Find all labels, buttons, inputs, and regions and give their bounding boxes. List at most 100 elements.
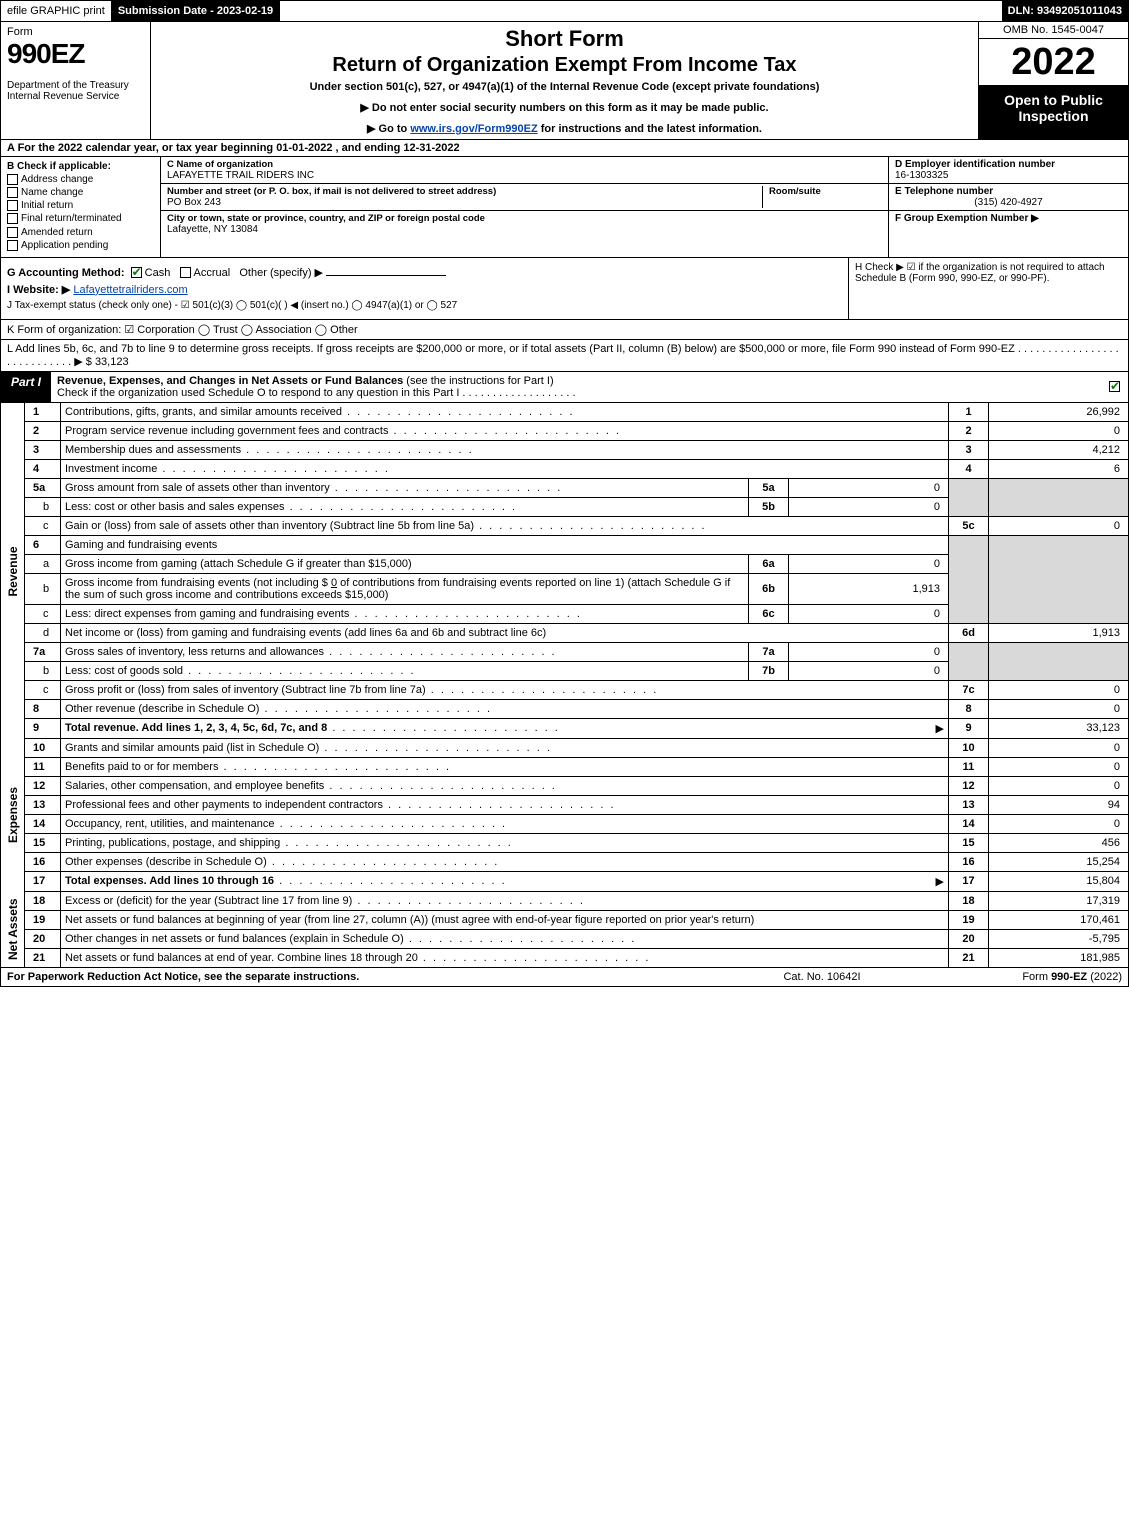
line-8: 8Other revenue (describe in Schedule O) …: [1, 699, 1129, 718]
ein-label: D Employer identification number: [895, 159, 1122, 170]
line-9-desc: Total revenue. Add lines 1, 2, 3, 4, 5c,…: [65, 722, 327, 734]
line-13: 13Professional fees and other payments t…: [1, 795, 1129, 814]
block-b-to-f: B Check if applicable: Address change Na…: [0, 157, 1129, 258]
org-name: LAFAYETTE TRAIL RIDERS INC: [167, 170, 882, 181]
line-7a-desc: Gross sales of inventory, less returns a…: [65, 646, 744, 658]
street: PO Box 243: [167, 197, 762, 208]
line-16-val: 15,254: [989, 852, 1129, 871]
chk-accrual[interactable]: [180, 267, 191, 278]
line-6-desc: Gaming and fundraising events: [61, 535, 949, 554]
chk-initial-return[interactable]: Initial return: [7, 200, 154, 211]
org-name-row: C Name of organization LAFAYETTE TRAIL R…: [161, 157, 888, 184]
line-7b-inval: 0: [789, 661, 949, 680]
part-i-sub: (see the instructions for Part I): [403, 375, 553, 387]
line-19-val: 170,461: [989, 910, 1129, 929]
line-1-val: 26,992: [989, 403, 1129, 422]
chk-address-change-label: Address change: [21, 174, 93, 185]
line-7b-desc: Less: cost of goods sold: [65, 665, 744, 677]
chk-application-pending-label: Application pending: [21, 240, 108, 251]
line-12-desc: Salaries, other compensation, and employ…: [65, 780, 944, 792]
tel-label: E Telephone number: [895, 186, 1122, 197]
row-h: H Check ▶ ☑ if the organization is not r…: [848, 258, 1128, 319]
city-row: City or town, state or province, country…: [161, 211, 888, 237]
org-name-label: C Name of organization: [167, 159, 882, 170]
room-label: Room/suite: [769, 186, 882, 197]
line-6b-inval: 1,913: [789, 573, 949, 604]
side-net-assets: Net Assets: [1, 891, 25, 967]
efile-label: efile GRAPHIC print: [1, 1, 112, 21]
line-21: 21Net assets or fund balances at end of …: [1, 948, 1129, 967]
col-c: C Name of organization LAFAYETTE TRAIL R…: [161, 157, 888, 257]
chk-final-return[interactable]: Final return/terminated: [7, 213, 154, 224]
line-2-val: 0: [989, 421, 1129, 440]
website-link[interactable]: Lafayettetrailriders.com: [73, 284, 187, 296]
row-i-label: I Website: ▶: [7, 284, 70, 296]
line-6c-desc: Less: direct expenses from gaming and fu…: [65, 608, 744, 620]
line-6d-desc: Net income or (loss) from gaming and fun…: [65, 627, 546, 639]
line-18-desc: Excess or (deficit) for the year (Subtra…: [65, 895, 944, 907]
dept-label: Department of the Treasury Internal Reve…: [7, 80, 144, 102]
line-16: 16Other expenses (describe in Schedule O…: [1, 852, 1129, 871]
line-8-val: 0: [989, 699, 1129, 718]
line-17-desc: Total expenses. Add lines 10 through 16: [65, 875, 274, 887]
other-specify-label: Other (specify) ▶: [239, 267, 323, 279]
chk-cash-label: Cash: [145, 267, 171, 279]
part-i-header: Part I Revenue, Expenses, and Changes in…: [0, 372, 1129, 403]
line-1: Revenue 1 Contributions, gifts, grants, …: [1, 403, 1129, 422]
col-d-e-f: D Employer identification number 16-1303…: [888, 157, 1128, 257]
line-4-val: 6: [989, 459, 1129, 478]
part-i-check-text: Check if the organization used Schedule …: [57, 387, 576, 399]
form-number: 990EZ: [7, 38, 144, 70]
line-5b-inval: 0: [789, 497, 949, 516]
open-to-public: Open to Public Inspection: [979, 86, 1128, 139]
tax-year: 2022: [979, 39, 1128, 86]
city: Lafayette, NY 13084: [167, 224, 882, 235]
line-20: 20Other changes in net assets or fund ba…: [1, 929, 1129, 948]
form-subtitle: Under section 501(c), 527, or 4947(a)(1)…: [159, 81, 970, 93]
topbar-spacer: [280, 1, 1002, 21]
line-7c: cGross profit or (loss) from sales of in…: [1, 680, 1129, 699]
row-a-calendar-year: A For the 2022 calendar year, or tax yea…: [0, 140, 1129, 157]
chk-application-pending[interactable]: Application pending: [7, 240, 154, 251]
city-label: City or town, state or province, country…: [167, 213, 882, 224]
line-2-desc: Program service revenue including govern…: [65, 425, 944, 437]
chk-address-change[interactable]: Address change: [7, 174, 154, 185]
line-12: 12Salaries, other compensation, and empl…: [1, 776, 1129, 795]
irs-link[interactable]: www.irs.gov/Form990EZ: [410, 123, 537, 135]
side-revenue: Revenue: [1, 403, 25, 739]
dln: DLN: 93492051011043: [1002, 1, 1128, 21]
line-11-desc: Benefits paid to or for members: [65, 761, 944, 773]
line-3-desc: Membership dues and assessments: [65, 444, 944, 456]
form-header: Form 990EZ Department of the Treasury In…: [0, 22, 1129, 140]
other-specify-input[interactable]: [326, 275, 446, 276]
chk-name-change[interactable]: Name change: [7, 187, 154, 198]
part-i-checkbox[interactable]: [1104, 372, 1128, 402]
row-k: K Form of organization: ☑ Corporation ◯ …: [0, 320, 1129, 340]
line-14: 14Occupancy, rent, utilities, and mainte…: [1, 814, 1129, 833]
chk-cash[interactable]: [131, 267, 142, 278]
line-21-desc: Net assets or fund balances at end of ye…: [65, 952, 944, 964]
line-15-desc: Printing, publications, postage, and shi…: [65, 837, 944, 849]
line-13-val: 94: [989, 795, 1129, 814]
part-i-table: Revenue 1 Contributions, gifts, grants, …: [0, 403, 1129, 968]
tel-block: E Telephone number (315) 420-4927: [889, 184, 1128, 211]
line-6a-inval: 0: [789, 554, 949, 573]
col-b: B Check if applicable: Address change Na…: [1, 157, 161, 257]
line-7c-val: 0: [989, 680, 1129, 699]
part-i-tab: Part I: [1, 372, 51, 402]
line-11: 11Benefits paid to or for members110: [1, 757, 1129, 776]
line-16-desc: Other expenses (describe in Schedule O): [65, 856, 944, 868]
line-9-val: 33,123: [989, 718, 1129, 738]
part-i-title-row: Revenue, Expenses, and Changes in Net As…: [51, 372, 1104, 402]
instr-goto: ▶ Go to www.irs.gov/Form990EZ for instru…: [159, 122, 970, 135]
line-15: 15Printing, publications, postage, and s…: [1, 833, 1129, 852]
tel: (315) 420-4927: [895, 197, 1122, 208]
rows-g-i-j-left: G Accounting Method: Cash Accrual Other …: [1, 258, 848, 319]
part-i-title: Revenue, Expenses, and Changes in Net As…: [57, 375, 403, 387]
line-5c-desc: Gain or (loss) from sale of assets other…: [65, 520, 944, 532]
row-i: I Website: ▶ Lafayettetrailriders.com: [7, 283, 842, 296]
header-left: Form 990EZ Department of the Treasury In…: [1, 22, 151, 139]
chk-accrual-label: Accrual: [194, 267, 231, 279]
col-b-header: B Check if applicable:: [7, 161, 154, 172]
chk-amended-return[interactable]: Amended return: [7, 227, 154, 238]
